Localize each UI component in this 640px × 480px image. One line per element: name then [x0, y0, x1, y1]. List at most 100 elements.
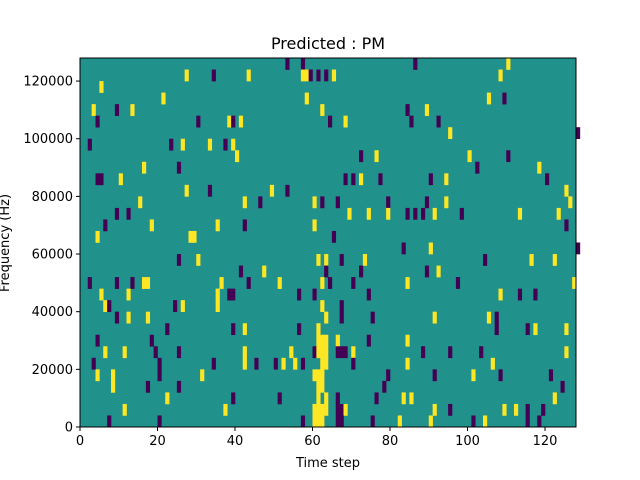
heatmap-cell-low: [300, 415, 306, 428]
heatmap-cell-low: [91, 357, 96, 370]
heatmap-cell-high: [432, 311, 437, 324]
heatmap-cell-high: [444, 173, 449, 186]
y-axis-label: Frequency (Hz): [0, 194, 13, 292]
y-tick-label: 100000: [23, 132, 73, 147]
heatmap-cell-high: [502, 403, 507, 416]
heatmap-cell-high: [145, 277, 151, 289]
heatmap-cell-low: [231, 115, 236, 128]
heatmap-cell-low: [246, 277, 251, 289]
heatmap-cell-high: [343, 403, 348, 416]
heatmap-cell-low: [339, 346, 344, 359]
heatmap-cell-low: [130, 277, 135, 289]
heatmap-cell-low: [351, 357, 356, 370]
heatmap-cell-high: [277, 277, 282, 289]
heatmap-cell-low: [374, 392, 379, 405]
heatmap-cell-low: [149, 334, 154, 347]
heatmap-cell-low: [95, 115, 100, 128]
heatmap-cell-high: [552, 254, 557, 266]
heatmap-cell-high: [215, 300, 220, 312]
heatmap-cell-low: [343, 173, 348, 186]
heatmap-cell-low: [328, 115, 333, 128]
heatmap-cell-high: [324, 254, 329, 266]
heatmap-cell-high: [293, 357, 298, 370]
heatmap-cell-high: [432, 403, 437, 416]
heatmap-cell-low: [428, 173, 433, 186]
heatmap-cell-low: [548, 369, 554, 382]
heatmap-cell-low: [297, 288, 302, 301]
heatmap-cell-high: [246, 69, 251, 82]
heatmap-cell-low: [498, 369, 503, 382]
x-axis-ticks: 0 20 40 60 80 100 120: [76, 427, 557, 449]
heatmap-cell-high: [111, 369, 116, 382]
heatmap-cell-high: [316, 346, 321, 359]
heatmap-cell-high: [145, 311, 151, 324]
heatmap-cell-low: [525, 323, 530, 336]
heatmap-cell-high: [529, 254, 534, 266]
heatmap-cell-low: [343, 346, 348, 359]
heatmap-cell-high: [95, 369, 100, 382]
heatmap-cell-high: [320, 346, 325, 359]
heatmap-cell-low: [339, 311, 344, 324]
heatmap-cell-high: [95, 230, 100, 243]
y-tick-label: 40000: [32, 305, 73, 320]
heatmap-cell-low: [300, 357, 306, 370]
heatmap-cell-high: [122, 346, 127, 359]
heatmap-cell-low: [335, 196, 340, 209]
heatmap-cell-high: [366, 207, 371, 220]
heatmap-cell-high: [401, 392, 406, 405]
heatmap-cell-high: [130, 104, 135, 116]
heatmap-cell-low: [107, 300, 112, 312]
heatmap-cell-low: [277, 392, 282, 405]
heatmap-cell-high: [111, 380, 116, 393]
heatmap-cell-low: [238, 265, 244, 278]
heatmap-cell-low: [560, 380, 565, 393]
y-tick-label: 0: [65, 421, 73, 436]
x-tick-label: 0: [76, 434, 84, 449]
heatmap-cell-low: [525, 415, 530, 428]
heatmap-cell-high: [320, 369, 325, 382]
heatmap-cell-low: [517, 288, 523, 301]
heatmap-cell-low: [176, 380, 182, 393]
heatmap-cell-high: [242, 196, 247, 209]
heatmap-cell-low: [297, 323, 302, 336]
heatmap-cell-low: [273, 357, 278, 370]
heatmap-cell-high: [312, 403, 317, 416]
heatmap-cell-high: [444, 196, 449, 209]
heatmap-cell-high: [374, 150, 379, 163]
heatmap-cell-high: [397, 415, 402, 428]
heatmap-cell-high: [324, 334, 329, 347]
heatmap-cell-high: [405, 357, 410, 370]
x-tick-label: 20: [149, 434, 166, 449]
heatmap-cell-low: [300, 58, 306, 70]
heatmap-cell-low: [99, 173, 104, 186]
heatmap-cell-high: [200, 369, 205, 382]
heatmap-cell-high: [320, 277, 325, 289]
x-tick-label: 40: [227, 434, 244, 449]
heatmap-cell-high: [99, 288, 104, 301]
heatmap-cell-high: [180, 300, 185, 312]
heatmap-cell-high: [242, 357, 247, 370]
heatmap-cell-high: [142, 277, 147, 289]
heatmap-cell-low: [258, 196, 263, 209]
heatmap-cell-high: [498, 69, 503, 82]
heatmap-cell-low: [331, 230, 337, 243]
heatmap-cell-low: [576, 127, 581, 140]
heatmap-cell-low: [432, 369, 437, 382]
heatmap-cell-high: [448, 127, 453, 140]
heatmap-cell-high: [362, 254, 368, 266]
heatmap-cell-low: [207, 184, 213, 197]
x-tick-label: 80: [382, 434, 399, 449]
heatmap-cell-high: [142, 161, 147, 174]
heatmap-cell-high: [126, 311, 131, 324]
heatmap-cell-high: [316, 323, 321, 336]
heatmap-cell-low: [494, 311, 499, 324]
heatmap-cell-low: [231, 288, 236, 301]
heatmap-cell-high: [324, 403, 329, 416]
heatmap-cell-high: [103, 300, 108, 312]
heatmap-cell-high: [223, 403, 228, 416]
heatmap-cell-high: [192, 230, 197, 243]
heatmap-cell-high: [320, 415, 325, 428]
heatmap-cell-high: [227, 115, 232, 128]
heatmap-cell-high: [537, 161, 542, 174]
y-tick-label: 120000: [23, 75, 73, 90]
